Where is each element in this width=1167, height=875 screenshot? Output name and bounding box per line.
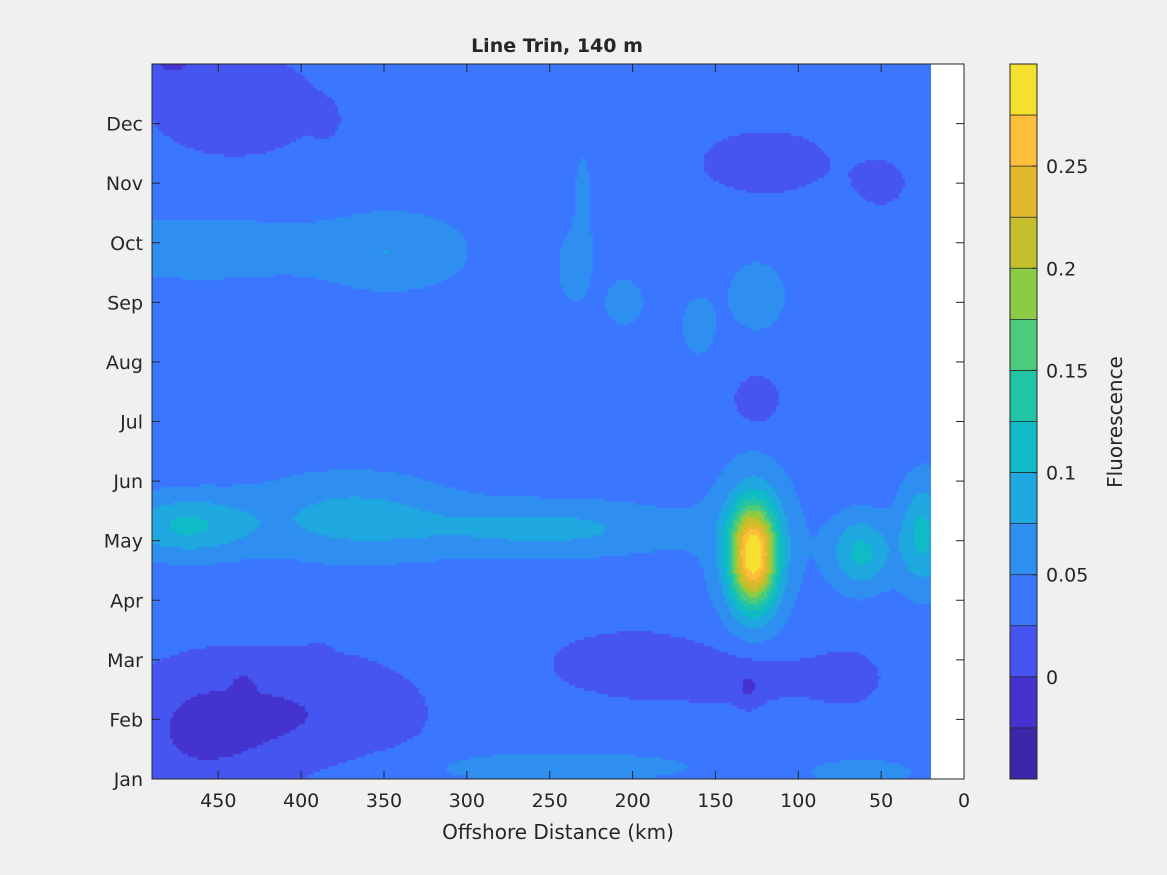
x-tick-label: 100 [780,790,816,812]
colorbar-tick-label: 0.2 [1046,258,1076,280]
colorbar-level-swatch [1010,64,1037,116]
x-tick-label: 300 [449,790,485,812]
x-tick-label: 350 [366,790,402,812]
y-tick-label: Aug [106,352,143,374]
colorbar-tick-label: 0.05 [1046,565,1088,587]
colorbar-tick-label: 0 [1046,667,1058,689]
colorbar-level-swatch [1010,166,1037,218]
y-tick-label: May [104,531,143,553]
colorbar: 0 0.05 0.1 0.15 0.2 0.25 [1009,63,1088,780]
colorbar-level-swatch [1010,421,1037,473]
colorbar-level-swatch [1010,574,1037,626]
x-tick-label: 250 [532,790,568,812]
colorbar-label: Fluorescence [1103,356,1127,488]
chart-title: Line Trin, 140 m [471,35,643,57]
colorbar-level-swatch [1010,370,1037,422]
colorbar-level-swatch [1010,268,1037,320]
colorbar-tick-label: 0.1 [1046,463,1076,485]
colorbar-level-swatch [1010,676,1037,728]
y-tick-label: Jan [113,769,143,791]
y-tick-label: Oct [110,233,143,255]
y-tick-label: Jun [112,471,143,493]
y-tick-label: Apr [110,590,143,612]
x-tick-label: 0 [958,790,970,812]
y-tick-label: Sep [107,292,143,314]
x-tick-label: 50 [869,790,893,812]
colorbar-level-swatch [1010,472,1037,524]
contour-field [152,64,931,779]
colorbar-level-swatch [1010,625,1037,677]
colorbar-tick-label: 0.25 [1046,156,1088,178]
contour-fill-image [152,64,931,779]
y-tick-label: Dec [106,114,143,136]
x-tick-label: 200 [614,790,650,812]
y-tick-label: Feb [109,709,143,731]
colorbar-tick-label: 0.15 [1046,360,1088,382]
x-axis-label: Offshore Distance (km) [442,820,674,844]
colorbar-level-swatch [1010,523,1037,575]
x-tick-label: 400 [283,790,319,812]
y-axis: Jan Feb Mar Apr May Jun Jul Aug Sep Oct Nov Dec [104,114,964,791]
colorbar-level-swatch [1010,727,1037,779]
y-tick-label: Nov [106,173,143,195]
x-tick-label: 150 [697,790,733,812]
y-tick-label: Jul [119,412,143,434]
colorbar-level-swatch [1010,115,1037,167]
x-axis: 450 400 350 300 250 200 150 100 50 0 [200,64,970,812]
colorbar-frame [1009,63,1038,780]
colorbar-level-swatch [1010,217,1037,269]
colorbar-level-swatch [1010,319,1037,371]
x-tick-label: 450 [200,790,236,812]
y-tick-label: Mar [107,650,143,672]
